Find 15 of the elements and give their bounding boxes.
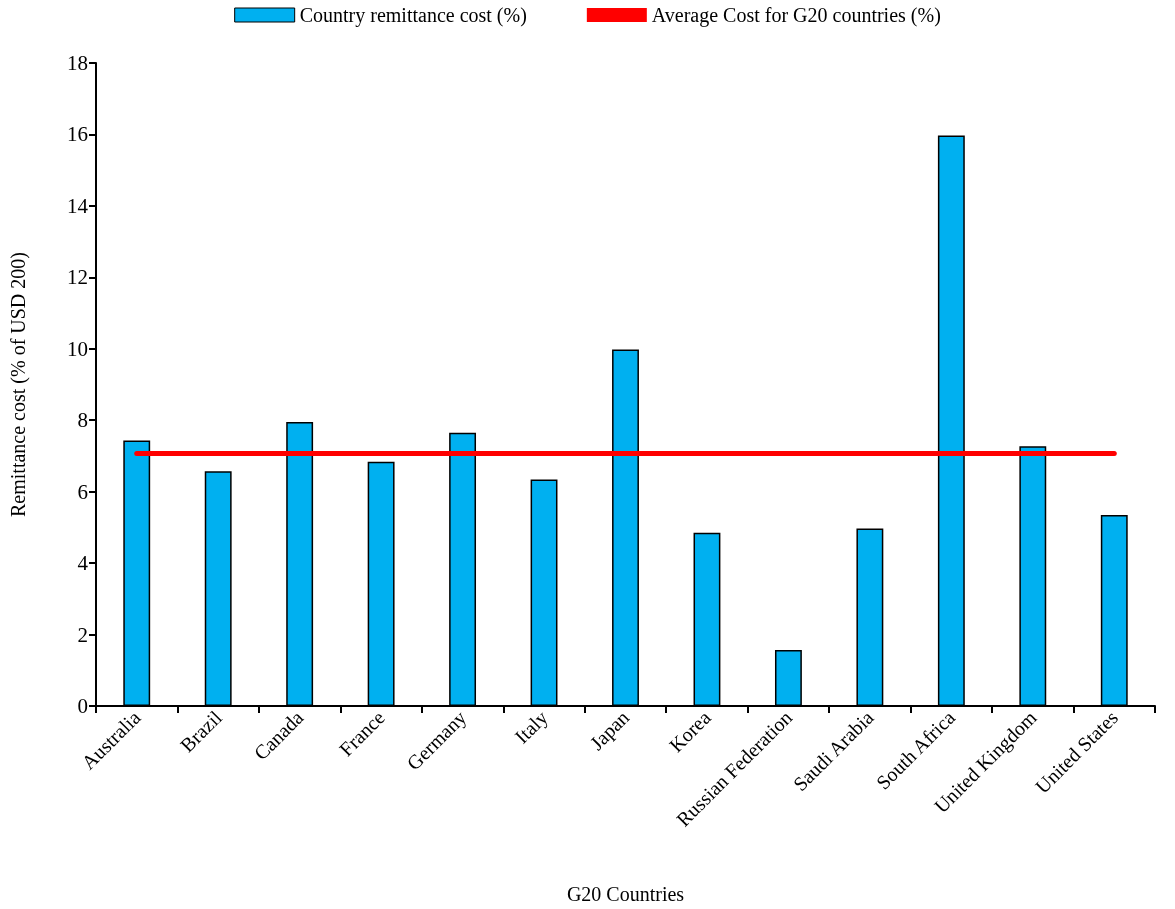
y-tick-label: 8 bbox=[77, 408, 88, 433]
y-tick-label: 6 bbox=[77, 479, 88, 504]
y-tick-label: 12 bbox=[67, 265, 88, 290]
y-tick-label: 10 bbox=[67, 336, 88, 361]
y-axis-title: Remittance cost (% of USD 200) bbox=[7, 252, 30, 517]
y-tick-label: 16 bbox=[67, 122, 88, 147]
y-tick-label: 18 bbox=[67, 51, 88, 75]
legend-label: Average Cost for G20 countries (%) bbox=[651, 4, 941, 27]
y-tick-label: 4 bbox=[77, 551, 89, 576]
legend-label: Country remittance cost (%) bbox=[299, 4, 527, 27]
x-tick-label: Italy bbox=[510, 706, 553, 749]
x-axis-title: G20 Countries bbox=[566, 883, 685, 905]
y-tick-label: 0 bbox=[77, 694, 88, 718]
y-tick-label: 2 bbox=[77, 622, 88, 647]
y-tick-label: 14 bbox=[67, 193, 89, 218]
